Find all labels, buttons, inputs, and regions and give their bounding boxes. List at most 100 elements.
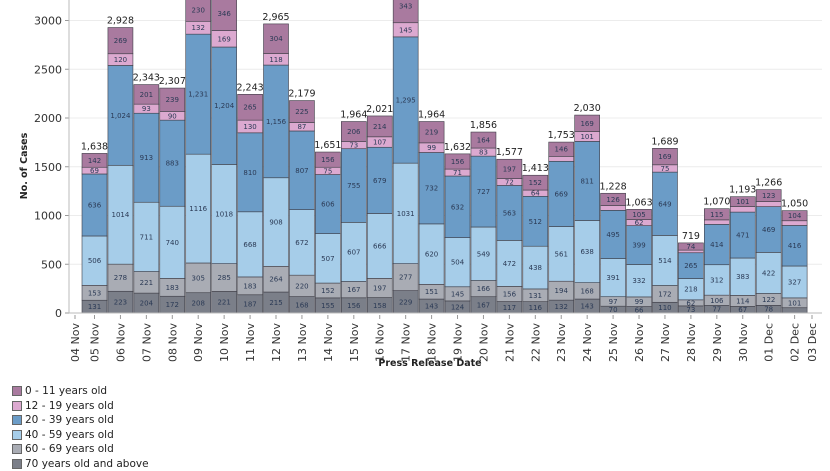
segment-value-label: 1,231 <box>188 91 208 99</box>
x-tick-label: 02 Dec <box>789 323 802 362</box>
segment-value-label: 269 <box>114 37 127 45</box>
x-tick-label: 03 Dec <box>806 323 819 362</box>
segment-value-label: 120 <box>114 56 127 64</box>
segment-value-label: 1031 <box>397 210 415 218</box>
segment-value-label: 422 <box>762 269 775 277</box>
segment-value-label: 72 <box>505 178 514 186</box>
segment-value-label: 155 <box>321 302 334 310</box>
total-value-label: 2,243 <box>236 82 263 93</box>
segment-value-label: 383 <box>736 273 749 281</box>
segment-value-label: 83 <box>479 149 488 157</box>
segment-value-label: 807 <box>295 167 308 175</box>
legend-label: 12 - 19 years old <box>25 400 114 412</box>
total-value-label: 1,070 <box>703 197 730 208</box>
legend-item: 60 - 69 years old <box>12 442 149 457</box>
segment-value-label: 727 <box>477 188 490 196</box>
x-tick-label: 15 Nov <box>348 323 361 362</box>
segment-value-label: 305 <box>192 274 205 282</box>
total-value-label: 1,193 <box>729 185 756 196</box>
segment-value-label: 169 <box>658 153 671 161</box>
segment-value-label: 122 <box>762 296 775 304</box>
segment-value-label: 636 <box>88 201 102 209</box>
segment-value-label: 264 <box>269 276 283 284</box>
segment-value-label: 1,295 <box>396 97 416 105</box>
segment-value-label: 218 <box>684 286 697 294</box>
total-value-label: 1,856 <box>470 120 497 131</box>
y-tick-label: 2500 <box>34 63 62 76</box>
segment-value-label: 285 <box>217 274 230 282</box>
total-value-label: 2,030 <box>574 103 601 114</box>
segment-value-label: 172 <box>658 290 671 298</box>
legend-label: 20 - 39 years old <box>25 414 114 426</box>
x-tick-label: 19 Nov <box>452 323 465 362</box>
total-value-label: 719 <box>682 231 700 242</box>
x-tick-label: 10 Nov <box>218 323 231 362</box>
total-value-label: 1,050 <box>781 199 808 210</box>
x-tick-label: 21 Nov <box>503 323 516 362</box>
x-tick-label: 14 Nov <box>322 323 335 362</box>
legend-item: 40 - 59 years old <box>12 428 149 443</box>
segment-value-label: 158 <box>373 302 386 310</box>
segment-value-label: 230 <box>192 7 205 15</box>
segment-value-label: 913 <box>140 154 153 162</box>
bar-segment <box>756 202 781 207</box>
segment-value-label: 221 <box>217 299 230 307</box>
segment-value-label: 62 <box>686 299 695 307</box>
segment-value-label: 145 <box>399 26 412 34</box>
segment-value-label: 672 <box>295 239 308 247</box>
x-tick-label: 28 Nov <box>685 323 698 362</box>
segment-value-label: 146 <box>555 146 569 154</box>
segment-value-label: 549 <box>477 250 490 258</box>
legend-swatch <box>12 415 22 425</box>
segment-value-label: 73 <box>349 142 358 150</box>
total-value-label: 1,689 <box>651 136 678 147</box>
segment-value-label: 472 <box>503 260 516 268</box>
segment-value-label: 399 <box>632 242 645 250</box>
segment-value-label: 666 <box>373 242 387 250</box>
total-value-label: 2,343 <box>133 73 160 84</box>
legend-item: 12 - 19 years old <box>12 399 149 414</box>
segment-value-label: 99 <box>427 144 436 152</box>
segment-value-label: 512 <box>529 218 542 226</box>
segment-value-label: 75 <box>660 165 669 173</box>
segment-value-label: 131 <box>88 303 101 311</box>
x-tick-label: 09 Nov <box>192 323 205 362</box>
segment-value-label: 90 <box>168 112 177 120</box>
segment-value-label: 115 <box>710 211 723 219</box>
legend-item: 20 - 39 years old <box>12 413 149 428</box>
total-value-label: 1,964 <box>418 110 445 121</box>
x-tick-label: 12 Nov <box>270 323 283 362</box>
segment-value-label: 97 <box>609 298 618 306</box>
segment-value-label: 679 <box>373 177 386 185</box>
segment-value-label: 469 <box>762 226 775 234</box>
bar-segment <box>730 207 755 213</box>
segment-value-label: 740 <box>166 239 179 247</box>
segment-value-label: 169 <box>580 120 593 128</box>
x-tick-label: 25 Nov <box>607 323 620 362</box>
segment-value-label: 152 <box>529 179 542 187</box>
segment-value-label: 169 <box>217 35 230 43</box>
total-value-label: 1,651 <box>314 140 341 151</box>
legend-item: 0 - 11 years old <box>12 384 149 399</box>
segment-value-label: 64 <box>531 190 540 198</box>
x-tick-label: 20 Nov <box>477 323 490 362</box>
segment-value-label: 143 <box>580 303 593 311</box>
legend-item: 70 years old and above <box>12 457 149 471</box>
segment-value-label: 507 <box>321 255 334 263</box>
segment-value-label: 62 <box>635 219 644 227</box>
x-tick-label: 26 Nov <box>633 323 646 362</box>
segment-value-label: 105 <box>632 211 645 219</box>
segment-value-label: 1014 <box>112 211 130 219</box>
segment-value-label: 391 <box>606 274 619 282</box>
total-value-label: 1,413 <box>522 163 549 174</box>
segment-value-label: 117 <box>503 304 516 312</box>
bars: 131153506636691421,63822327810141,024120… <box>81 0 808 314</box>
x-tick-label: 07 Nov <box>140 323 153 362</box>
segment-value-label: 69 <box>90 167 99 175</box>
segment-value-label: 130 <box>243 123 256 131</box>
segment-value-label: 131 <box>529 292 542 300</box>
segment-value-label: 156 <box>451 158 465 166</box>
y-tick-label: 1500 <box>34 161 62 174</box>
segment-value-label: 71 <box>453 169 462 177</box>
